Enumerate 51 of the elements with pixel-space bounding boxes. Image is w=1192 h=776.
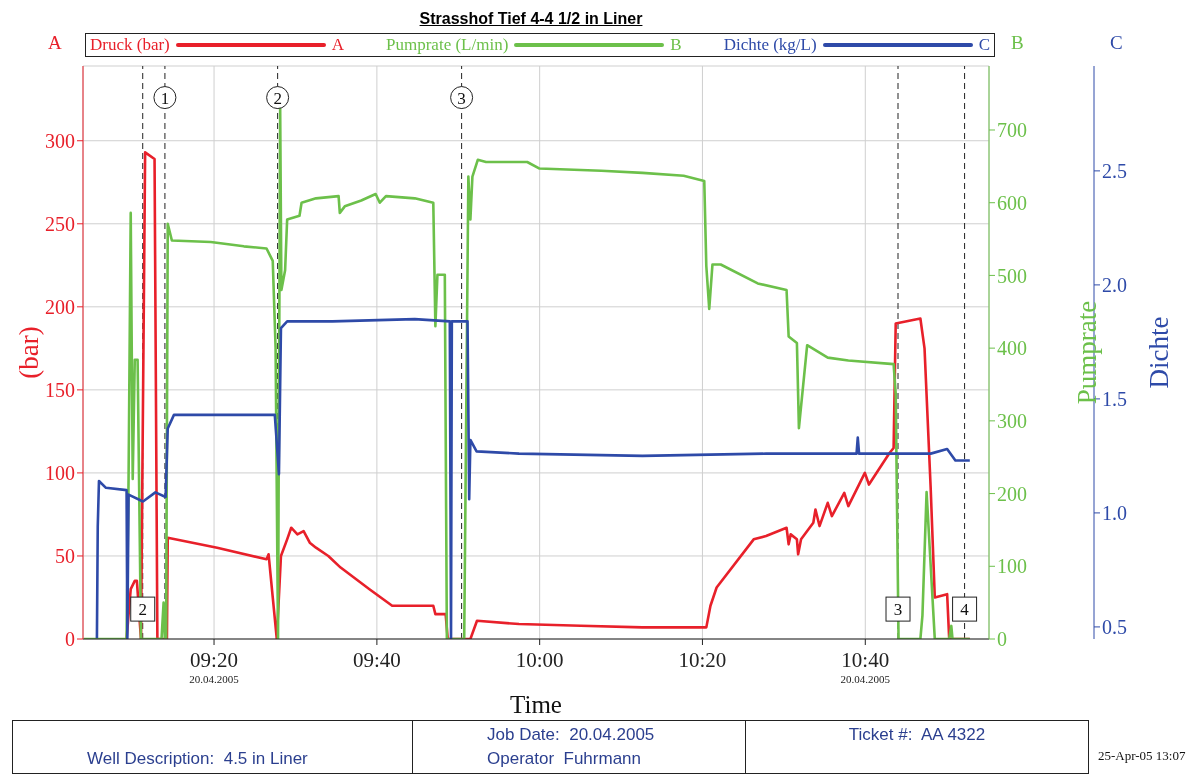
annotation: 2 [138, 600, 147, 620]
y3-tick-label: 1.5 [1102, 388, 1127, 410]
annotation: 3 [457, 88, 466, 108]
x-tick-label: 09:40 [352, 648, 401, 672]
y-tick-label: 300 [45, 129, 75, 152]
text: Dichte (kg/L) [723, 35, 817, 55]
x-axis-title: Time [510, 691, 562, 718]
y2-tick-label: 600 [997, 191, 1027, 214]
annotation: 4 [960, 600, 970, 620]
text: A [331, 35, 345, 55]
y-tick-label: 200 [45, 295, 75, 318]
y-tick-label: 50 [55, 545, 75, 568]
y2-tick-label: 200 [997, 482, 1027, 505]
x-tick-label: 10:40 20.04.2005 [840, 648, 891, 685]
annotation: 3 [893, 600, 903, 620]
y2-tick-label: 700 [997, 119, 1027, 142]
text: C [1110, 32, 1123, 53]
text: B [1011, 32, 1024, 53]
text: Pumprate (L/min) [386, 35, 509, 55]
text: Job Date: 20.04.2005 [487, 725, 656, 745]
y-tick-label: 150 [45, 378, 75, 401]
y3-tick-label: 2.0 [1102, 273, 1127, 296]
x-tick-label: 10:00 [515, 648, 564, 672]
chart-title: Strasshof Tief 4-4 1/2 in Liner [418, 10, 644, 28]
text: B [670, 35, 682, 55]
y2-tick-label: 100 [997, 555, 1027, 578]
text: Ticket #: AA 4322 [848, 725, 986, 744]
text: Operator Fuhrmann [487, 749, 642, 769]
text: A [48, 32, 62, 53]
y2-tick-label: 0 [997, 628, 1007, 651]
y3-axis-title: Dichte [1143, 316, 1174, 389]
y2-tick-label: 400 [997, 337, 1027, 360]
x-tick-label: 09:20 20.04.2005 [189, 648, 240, 685]
text: Druck (bar) [90, 35, 170, 55]
y3-tick-label: 1.0 [1102, 502, 1127, 525]
annotation: 1 [160, 88, 170, 108]
text: Well Description: 4.5 in Liner [87, 749, 309, 769]
y-tick-label: 100 [45, 462, 75, 485]
y2-tick-label: 500 [997, 264, 1027, 287]
y2-tick-label: 300 [997, 409, 1027, 432]
y-axis-title: (bar) [13, 326, 44, 379]
line-series [95, 317, 972, 639]
y-tick-label: 250 [45, 212, 75, 235]
annotation: 2 [273, 88, 282, 108]
text: C [978, 35, 990, 55]
x-tick-label: 10:20 [678, 648, 727, 672]
y-tick-label: 0 [65, 628, 75, 651]
y3-tick-label: 2.5 [1102, 159, 1127, 182]
y3-tick-label: 0.5 [1102, 616, 1127, 639]
text: 25-Apr-05 13:07 [1098, 748, 1186, 764]
y2-axis-title: Pumprate [1071, 300, 1102, 405]
